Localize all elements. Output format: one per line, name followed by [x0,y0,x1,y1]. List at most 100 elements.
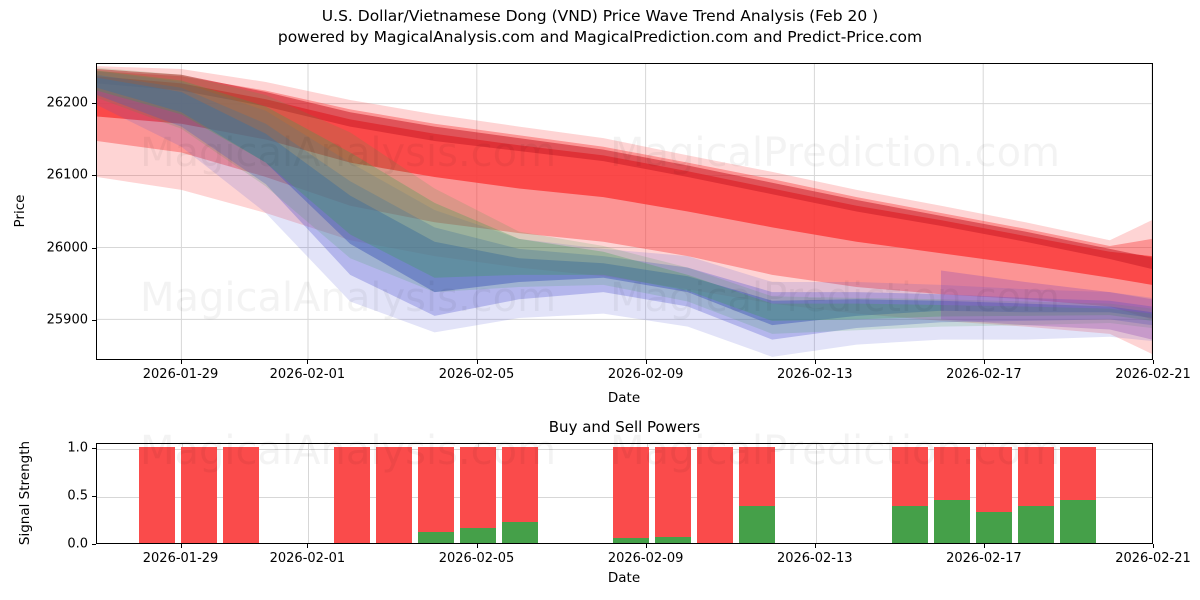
buy-power-segment [976,511,1012,543]
price-x-tick-mark [1153,360,1154,364]
buy-power-segment [655,537,691,543]
sell-power-segment [418,446,454,533]
signal-bar [181,444,217,543]
sell-power-segment [139,446,175,543]
signal-y-tick-label: 0.0 [67,536,88,552]
signal-x-tick-label: 2026-02-17 [946,551,1022,566]
signal-x-tick-mark [645,544,647,548]
price-x-tick-label: 2026-02-05 [438,367,515,382]
buy-power-segment [418,532,454,543]
price-x-axis-label: Date [607,390,641,406]
signal-bar [223,444,259,543]
buy-power-segment [1060,499,1096,543]
signal-bar [1018,444,1054,543]
sell-power-segment [976,446,1012,512]
price-y-tick-label: 26000 [46,240,88,256]
signal-bar [460,444,496,543]
signal-x-tick-mark [1153,544,1154,548]
sell-power-segment [181,446,217,543]
sell-power-segment [223,446,259,543]
signal-bar [739,444,775,543]
price-x-tick-mark [180,360,182,364]
sell-power-segment [739,446,775,506]
price-x-tick-label: 2026-01-29 [142,367,219,382]
price-x-tick-mark [983,360,985,364]
sell-power-segment [697,446,733,543]
sell-power-segment [502,446,538,522]
price-x-tick-mark [476,360,478,364]
buy-power-segment [1018,505,1054,543]
price-x-tick-label: 2026-02-09 [607,367,684,382]
buy-power-segment [502,521,538,543]
buy-power-segment [892,505,928,543]
signal-bar [1060,444,1096,543]
signal-gridline [815,444,817,543]
price-y-tick-mark [92,247,96,249]
price-y-tick-mark [92,320,96,322]
signal-x-tick-label: 2026-02-01 [269,551,346,566]
signal-x-tick-mark [983,544,985,548]
signal-y-axis-label: Signal Strength [17,440,33,545]
price-x-tick-label: 2026-02-21 [1115,367,1191,382]
signal-x-tick-mark [180,544,182,548]
buy-power-segment [460,527,496,543]
signal-x-axis-label: Date [607,570,641,586]
buy-sell-powers-plot-area [96,443,1153,544]
signal-y-tick-mark [92,447,96,449]
signal-y-tick-label: 0.5 [67,488,88,504]
signal-bar [892,444,928,543]
sell-power-segment [934,446,970,500]
signal-y-tick-mark [92,495,96,497]
signal-y-tick-mark [92,544,96,545]
price-y-tick-label: 26100 [46,167,88,183]
signal-x-tick-label: 2026-02-21 [1115,551,1191,566]
signal-chart-title: Buy and Sell Powers [548,418,701,436]
sell-power-segment [1060,446,1096,500]
signal-bar [613,444,649,543]
signal-bar [697,444,733,543]
signal-gridline [308,444,310,543]
sell-power-segment [655,446,691,538]
price-x-tick-mark [814,360,816,364]
signal-bar [502,444,538,543]
buy-power-segment [739,505,775,543]
page-subtitle: powered by MagicalAnalysis.com and Magic… [277,28,923,46]
signal-y-tick-label: 1.0 [67,440,88,456]
sell-power-segment [460,446,496,528]
signal-x-tick-mark [814,544,816,548]
price-y-tick-label: 25900 [46,312,88,328]
page-title: U.S. Dollar/Vietnamese Dong (VND) Price … [321,7,879,25]
signal-x-tick-label: 2026-02-09 [607,551,684,566]
signal-x-tick-label: 2026-01-29 [142,551,219,566]
sell-power-segment [892,446,928,506]
signal-bar [334,444,370,543]
signal-bar [976,444,1012,543]
price-x-tick-label: 2026-02-17 [946,367,1022,382]
signal-x-tick-mark [476,544,478,548]
signal-bar [376,444,412,543]
signal-bar [934,444,970,543]
price-x-tick-mark [645,360,647,364]
signal-bar [418,444,454,543]
price-x-tick-mark [307,360,309,364]
buy-power-segment [613,538,649,543]
chart-title-block: U.S. Dollar/Vietnamese Dong (VND) Price … [0,6,1200,48]
sell-power-segment [334,446,370,543]
price-x-tick-label: 2026-02-13 [776,367,853,382]
price-y-tick-mark [92,175,96,177]
signal-x-tick-mark [307,544,309,548]
signal-bar [139,444,175,543]
signal-bar [655,444,691,543]
price-y-axis-label: Price [12,194,28,227]
sell-power-segment [1018,446,1054,506]
price-x-tick-label: 2026-02-01 [269,367,346,382]
price-wave-bands [97,66,1152,357]
sell-power-segment [376,446,412,543]
buy-power-segment [934,499,970,543]
price-y-tick-mark [92,102,96,104]
price-y-tick-label: 26200 [46,95,88,111]
signal-x-tick-label: 2026-02-13 [776,551,853,566]
price-wave-plot-area [96,63,1153,360]
sell-power-segment [613,446,649,539]
